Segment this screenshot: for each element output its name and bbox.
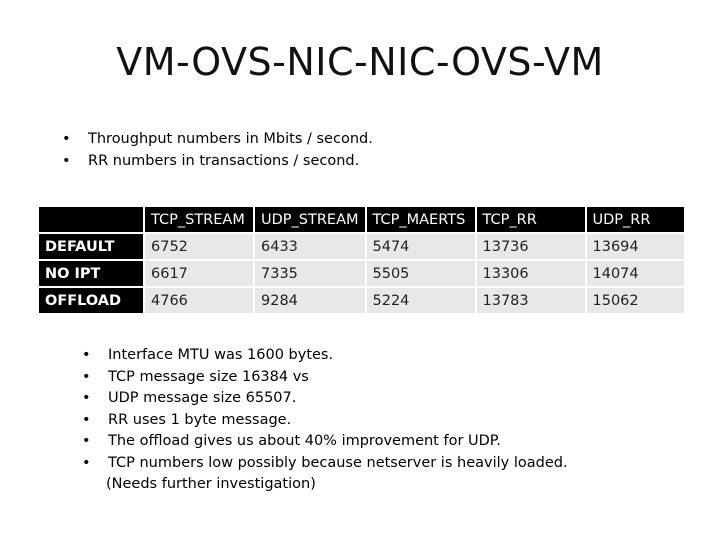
bullet-dot-icon: •	[82, 390, 91, 406]
table-cell: 5224	[366, 288, 475, 313]
table-cell: 4766	[145, 288, 253, 313]
bullet-item: • UDP message size 65507.	[82, 388, 568, 410]
table-cell: 13694	[586, 234, 684, 259]
row-label: OFFLOAD	[39, 288, 143, 313]
table-cell: 13783	[476, 288, 585, 313]
bullet-text: TCP numbers low possibly because netserv…	[108, 454, 568, 471]
notes-bullet-list: • Interface MTU was 1600 bytes. • TCP mess…	[82, 345, 568, 496]
header-cell-tcp-stream: TCP_STREAM	[145, 207, 253, 232]
bullet-dot-icon: •	[82, 454, 91, 471]
bullet-dot-icon: •	[82, 433, 91, 449]
table-row: DEFAULT 6752 6433 5474 13736 13694	[39, 234, 684, 259]
bullet-item: • TCP message size 16384 vs	[82, 367, 568, 389]
bullet-dot-icon: •	[82, 347, 91, 363]
header-cell-tcp-maerts: TCP_MAERTS	[366, 207, 475, 232]
table-cell: 6617	[145, 261, 253, 286]
bullet-continuation: (Needs further investigation)	[82, 474, 568, 496]
row-label: NO IPT	[39, 261, 143, 286]
bullet-item: • Interface MTU was 1600 bytes.	[82, 345, 568, 367]
table-cell: 13306	[476, 261, 585, 286]
row-label: DEFAULT	[39, 234, 143, 259]
bullet-item: • RR uses 1 byte message.	[82, 410, 568, 432]
bullet-text: TCP message size 16384 vs	[108, 368, 309, 385]
table-cell: 9284	[255, 288, 365, 313]
bullet-text: The offload gives us about 40% improveme…	[108, 433, 501, 449]
bullet-dot-icon: •	[82, 411, 91, 428]
bullet-text: Interface MTU was 1600 bytes.	[108, 347, 334, 363]
top-bullet-list: • Throughput numbers in Mbits / second. •…	[62, 128, 373, 172]
table-cell: 14074	[586, 261, 684, 286]
bullet-dot-icon: •	[62, 153, 71, 169]
slide-title: VM-OVS-NIC-NIC-OVS-VM	[116, 40, 604, 84]
bullet-item: • TCP numbers low possibly because netser…	[82, 453, 568, 475]
table-header-row: TCP_STREAM UDP_STREAM TCP_MAERTS TCP_RR …	[39, 207, 684, 232]
table-cell: 7335	[255, 261, 365, 286]
table-cell: 13736	[476, 234, 585, 259]
bullet-text: RR uses 1 byte message.	[108, 411, 292, 428]
bullet-text: UDP message size 65507.	[108, 390, 297, 406]
header-cell-udp-rr: UDP_RR	[586, 207, 684, 232]
table-cell: 5505	[366, 261, 475, 286]
bullet-item: • The offload gives us about 40% improvem…	[82, 431, 568, 453]
table-cell: 6433	[255, 234, 365, 259]
bullet-item: • Throughput numbers in Mbits / second.	[62, 128, 373, 150]
header-cell-tcp-rr: TCP_RR	[476, 207, 585, 232]
bullet-dot-icon: •	[82, 368, 91, 385]
table-row: OFFLOAD 4766 9284 5224 13783 15062	[39, 288, 684, 313]
bullet-dot-icon: •	[62, 131, 71, 147]
table-row: NO IPT 6617 7335 5505 13306 14074	[39, 261, 684, 286]
results-table: TCP_STREAM UDP_STREAM TCP_MAERTS TCP_RR …	[37, 205, 686, 315]
header-cell-empty	[39, 207, 143, 232]
table-cell: 6752	[145, 234, 253, 259]
bullet-text: RR numbers in transactions / second.	[88, 153, 360, 169]
bullet-item: • RR numbers in transactions / second.	[62, 150, 373, 172]
bullet-text: Throughput numbers in Mbits / second.	[88, 131, 373, 147]
header-cell-udp-stream: UDP_STREAM	[255, 207, 365, 232]
table-cell: 15062	[586, 288, 684, 313]
table-cell: 5474	[366, 234, 475, 259]
note-text: (Needs further investigation)	[106, 476, 316, 492]
